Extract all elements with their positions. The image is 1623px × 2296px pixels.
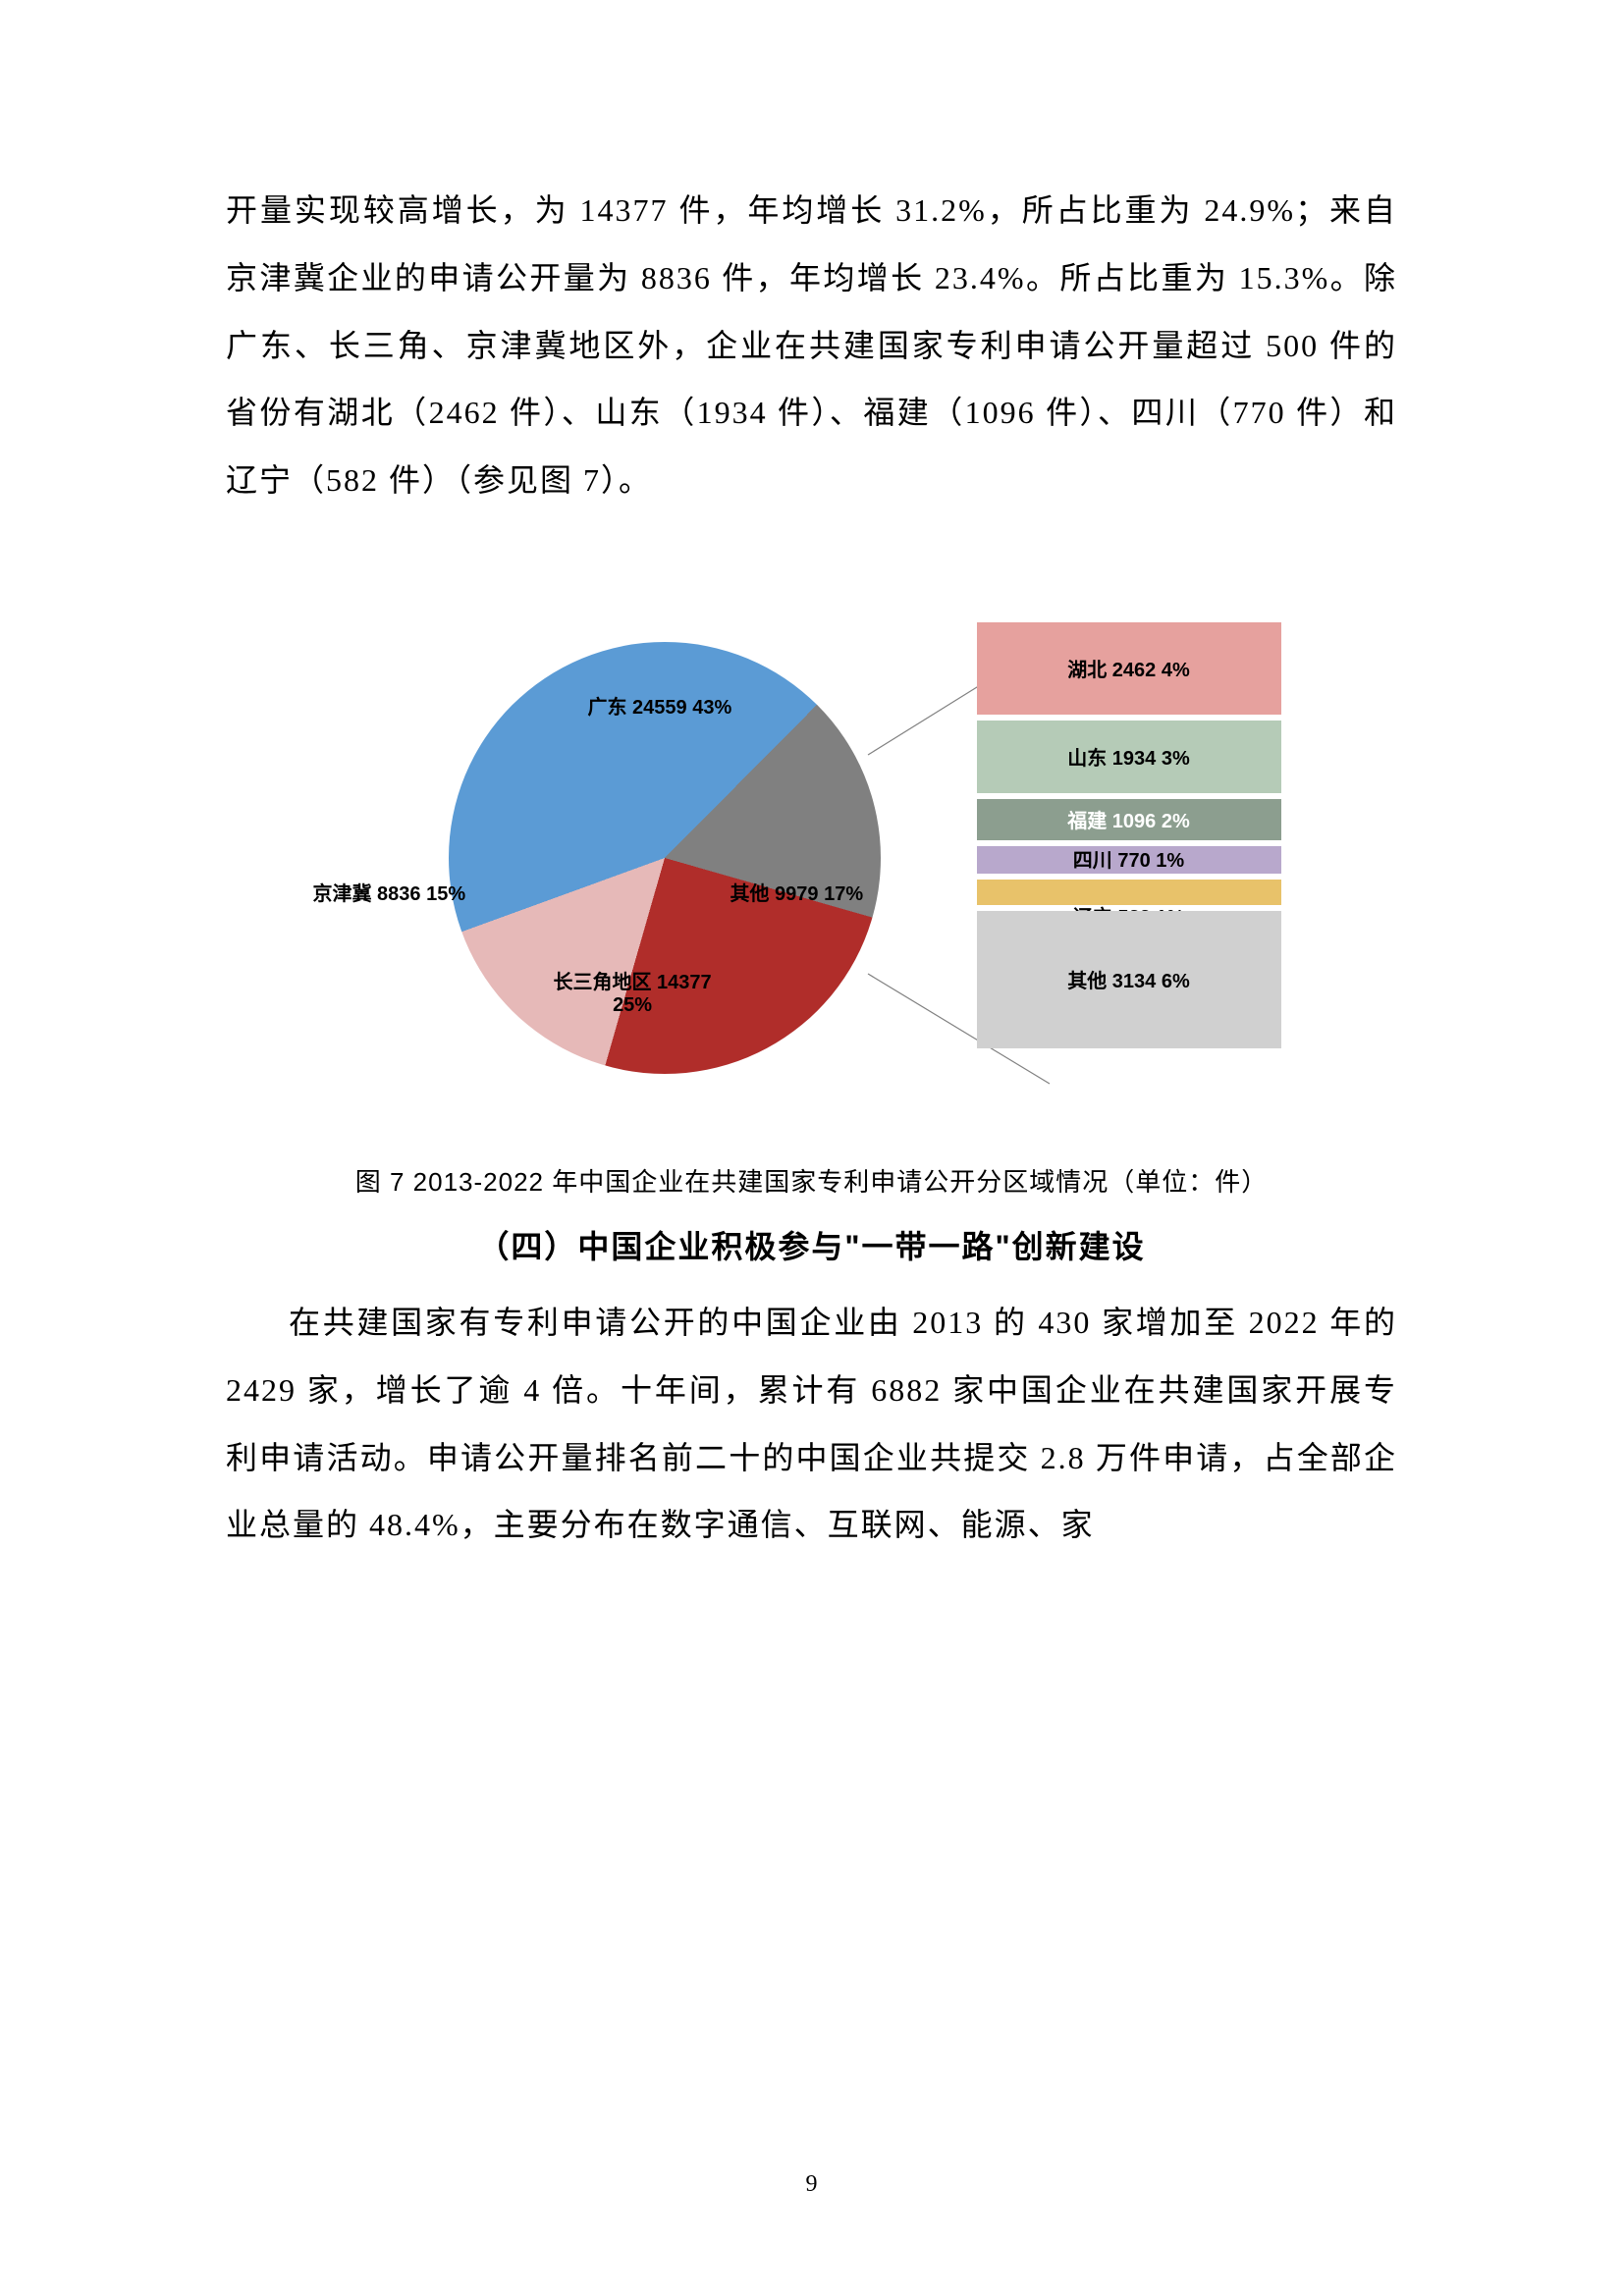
breakout-bar: 湖北 2462 4% — [977, 622, 1281, 715]
figure-7-chart: 广东 24559 43% 其他 9979 17% 长三角地区 1437725% 京津冀… — [226, 573, 1397, 1123]
pie-slice-label: 京津冀 8836 15% — [313, 878, 466, 906]
pie-slice-label: 广东 24559 43% — [588, 691, 732, 720]
body-paragraph-1: 开量实现较高增长，为 14377 件，年均增长 31.2%，所占比重为 24.9… — [226, 177, 1397, 514]
pie-slice-label: 长三角地区 1437725% — [554, 966, 712, 1017]
breakout-bar-stack: 湖北 2462 4%山东 1934 3%福建 1096 2%四川 770 1%辽… — [977, 622, 1281, 1074]
body-paragraph-2: 在共建国家有专利申请公开的中国企业由 2013 的 430 家增加至 2022 … — [226, 1289, 1397, 1559]
pie-chart-area: 广东 24559 43%其他 9979 17%长三角地区 1437725%京津冀… — [343, 573, 971, 1123]
section-heading-4: （四）中国企业积极参与"一带一路"创新建设 — [226, 1222, 1397, 1267]
breakout-bar-label: 四川 770 1% — [977, 844, 1281, 873]
breakout-bar: 福建 1096 2% — [977, 799, 1281, 840]
pie-slice-label: 其他 9979 17% — [730, 878, 864, 906]
figure-7-caption: 图 7 2013-2022 年中国企业在共建国家专利申请公开分区域情况（单位：件… — [226, 1162, 1397, 1199]
page-number: 9 — [0, 2171, 1623, 2198]
breakout-bar: 其他 3134 6% — [977, 911, 1281, 1048]
breakout-bar: 山东 1934 3% — [977, 721, 1281, 793]
